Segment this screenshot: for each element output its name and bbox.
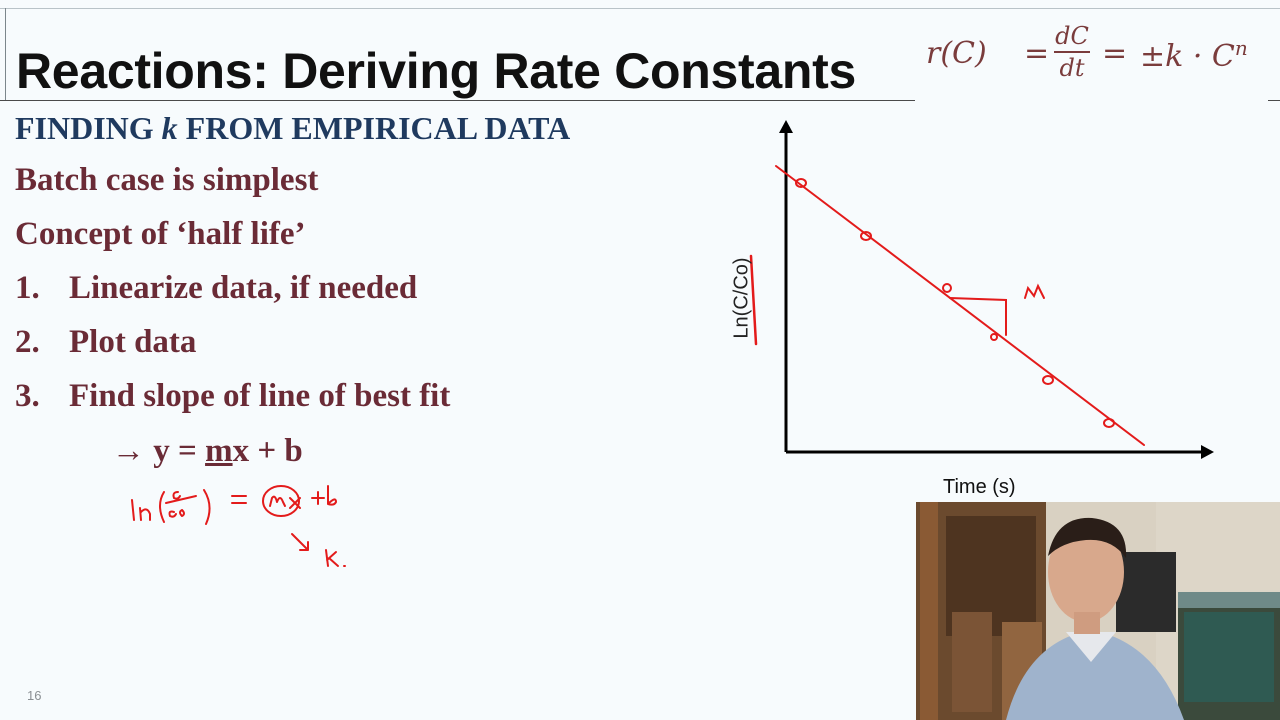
slope-triangle — [949, 297, 1007, 336]
step-number: 1. — [15, 270, 40, 306]
top-rule — [0, 8, 1280, 9]
equation-post: x + b — [232, 433, 303, 469]
formula-denominator: dt — [1059, 54, 1085, 82]
data-point — [1103, 418, 1115, 428]
step-number: 3. — [15, 378, 40, 414]
data-point — [990, 333, 998, 341]
equation-m: m — [205, 433, 233, 469]
step-text: Plot data — [69, 324, 197, 360]
x-axis-arrow-icon — [1201, 445, 1214, 459]
formula-rhs: ±k · Cn — [1140, 36, 1248, 74]
rate-formula: r(C) = dC dt = ±k · Cn — [926, 22, 1271, 86]
subheading-prefix: FINDING — [15, 110, 162, 146]
formula-lhs: r(C) — [926, 36, 987, 71]
step-2: 2. Plot data — [15, 324, 196, 361]
section-subheading: FINDING k FROM EMPIRICAL DATA — [15, 110, 570, 147]
handwritten-note — [131, 485, 346, 567]
page-number: 16 — [27, 688, 42, 703]
axes — [779, 120, 1214, 459]
formula-numerator: dC — [1055, 22, 1089, 50]
y-axis-label: Ln(C/Co) — [730, 257, 753, 339]
data-point — [1042, 375, 1054, 385]
step-number: 2. — [15, 324, 40, 360]
equation-pre: y = — [145, 433, 206, 469]
best-fit-line — [775, 165, 1145, 446]
data-point — [942, 283, 952, 293]
formula-fraction: dC dt — [1054, 22, 1090, 82]
data-point — [795, 178, 807, 188]
y-axis-arrow-icon — [779, 120, 793, 133]
linear-plot — [749, 120, 1214, 459]
subheading-suffix: FROM EMPIRICAL DATA — [177, 110, 571, 146]
formula-exponent: n — [1234, 36, 1248, 60]
formula-rhs-base: ±k · C — [1140, 39, 1235, 74]
arrow-icon: → — [112, 433, 145, 469]
webcam-image — [916, 502, 1280, 720]
webcam-overlay — [916, 502, 1280, 720]
subheading-k: k — [161, 110, 178, 146]
step-text: Find slope of line of best fit — [69, 378, 451, 414]
title-underline — [0, 100, 915, 101]
step-1: 1. Linearize data, if needed — [15, 270, 417, 307]
formula-equals-2: = — [1102, 36, 1128, 71]
data-point — [860, 231, 872, 241]
fraction-bar — [1054, 51, 1090, 53]
step-text: Linearize data, if needed — [69, 270, 418, 306]
title-underline-right — [1268, 100, 1280, 101]
x-axis-label: Time (s) — [943, 476, 1016, 498]
left-rule — [5, 8, 6, 100]
slope-label-m — [1024, 283, 1045, 299]
linear-equation: → y = mx + b — [112, 433, 303, 470]
ylabel-underline — [749, 254, 758, 346]
formula-equals: = — [1024, 36, 1050, 71]
bullet-batch: Batch case is simplest — [15, 162, 319, 198]
step-3: 3. Find slope of line of best fit — [15, 378, 450, 415]
slide-title: Reactions: Deriving Rate Constants — [16, 43, 856, 99]
bullet-half-life: Concept of ‘half life’ — [15, 216, 306, 252]
